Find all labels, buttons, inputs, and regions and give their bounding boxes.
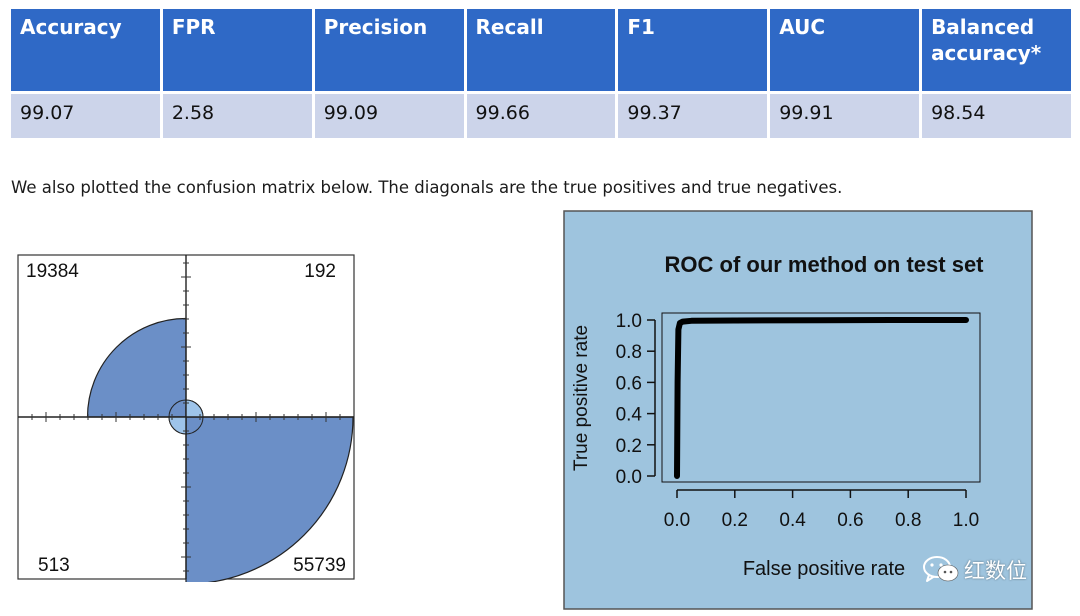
sector-top-left	[86, 317, 187, 418]
value-accuracy: 99.07	[11, 94, 160, 138]
cell-label-top-left: 19384	[26, 261, 79, 282]
value-recall: 99.66	[466, 94, 616, 138]
value-balanced-accuracy: 98.54	[922, 94, 1071, 138]
description-text: We also plotted the confusion matrix bel…	[11, 178, 843, 197]
roc-y-tick-label: 0.0	[616, 467, 642, 488]
confusion-matrix-chart: 19384 192 513 55739	[17, 254, 355, 585]
roc-y-tick-label: 0.8	[616, 342, 642, 363]
roc-x-tick-label: 0.4	[779, 510, 806, 531]
value-fpr: 2.58	[162, 94, 312, 138]
confusion-matrix-panel: 19384 192 513 55739	[15, 252, 357, 585]
cell-label-top-right: 192	[304, 261, 336, 282]
roc-y-tick-label: 0.4	[616, 405, 643, 426]
header-balanced-accuracy: Balanced accuracy*	[922, 9, 1071, 91]
header-f1: F1	[618, 9, 768, 91]
sector-bottom-right	[185, 416, 354, 585]
roc-y-tick-label: 0.6	[616, 373, 642, 394]
roc-chart: ROC of our method on test set 0.0 0.2 0.4 0.…	[563, 210, 1033, 610]
roc-title: ROC of our method on test set	[665, 252, 985, 277]
metrics-header-row: Accuracy FPR Precision Recall F1 AUC Bal…	[11, 9, 1071, 91]
cell-label-bottom-left: 513	[38, 555, 70, 576]
cell-label-bottom-right: 55739	[293, 555, 346, 576]
header-recall: Recall	[466, 9, 616, 91]
header-auc: AUC	[770, 9, 920, 91]
metrics-value-row: 99.07 2.58 99.09 99.66 99.37 99.91 98.54	[11, 94, 1071, 138]
roc-x-tick-label: 0.8	[895, 510, 921, 531]
roc-x-axis-label: False positive rate	[743, 558, 905, 580]
roc-panel: ROC of our method on test set 0.0 0.2 0.4 0.…	[563, 210, 1033, 610]
roc-x-tick-label: 0.6	[837, 510, 863, 531]
header-accuracy: Accuracy	[11, 9, 160, 91]
roc-y-tick-label: 0.2	[616, 436, 642, 457]
roc-plot-frame	[661, 312, 981, 483]
value-f1: 99.37	[618, 94, 768, 138]
roc-y-tick-label: 1.0	[616, 311, 642, 332]
wechat-icon	[923, 556, 959, 582]
watermark-text: 红数位	[964, 559, 1027, 583]
roc-y-axis-label: True positive rate	[571, 325, 592, 471]
roc-curve	[674, 317, 969, 479]
metrics-table: Accuracy FPR Precision Recall F1 AUC Bal…	[8, 6, 1074, 141]
roc-x-tick-label: 1.0	[953, 510, 979, 531]
roc-background	[563, 210, 1033, 610]
header-fpr: FPR	[162, 9, 312, 91]
value-precision: 99.09	[314, 94, 464, 138]
roc-x-tick-label: 0.0	[664, 510, 690, 531]
watermark: 红数位	[922, 553, 1062, 587]
roc-x-tick-label: 0.2	[722, 510, 748, 531]
value-auc: 99.91	[770, 94, 920, 138]
header-precision: Precision	[314, 9, 464, 91]
